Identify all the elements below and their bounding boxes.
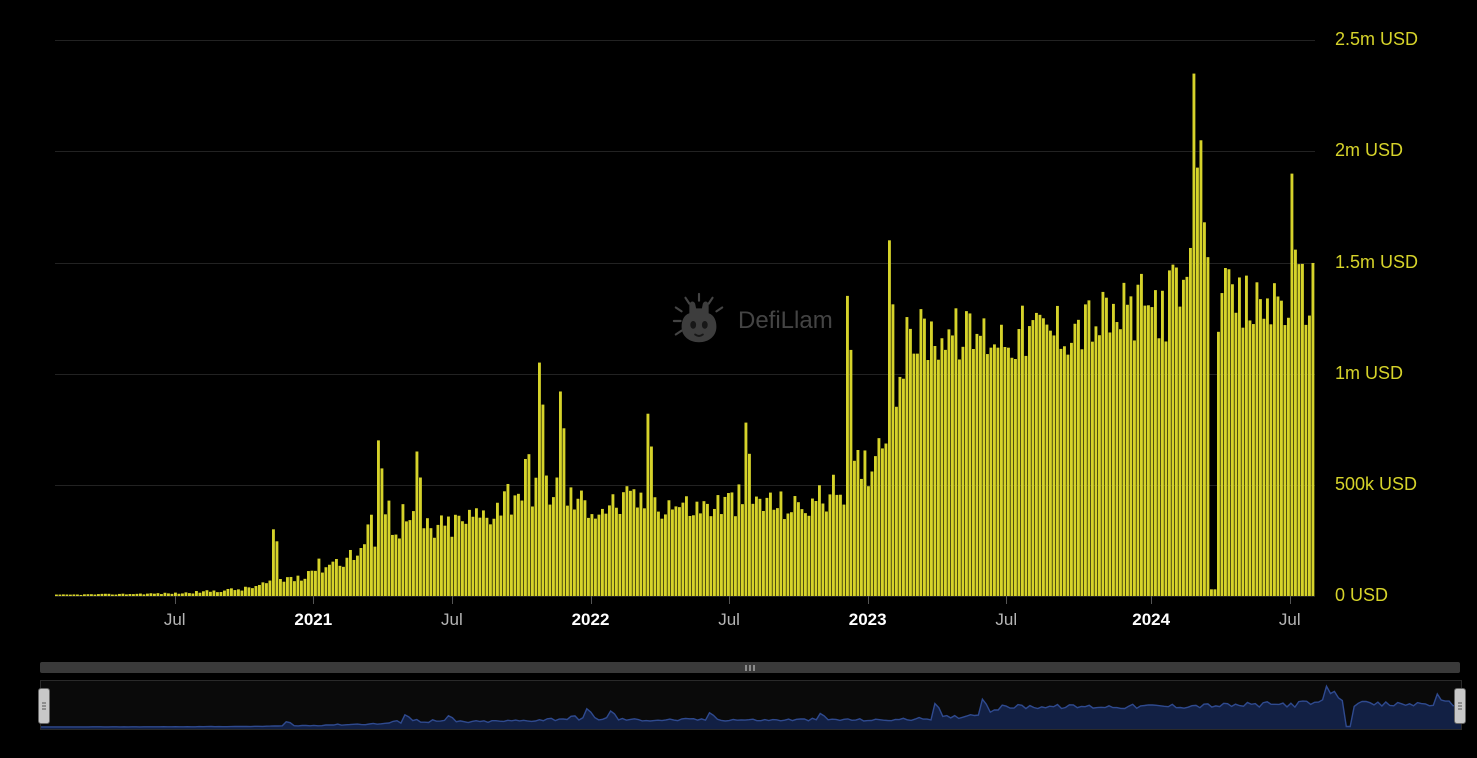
x-tick [591, 596, 592, 604]
x-tick [1006, 596, 1007, 604]
x-tick [313, 596, 314, 604]
x-axis-label: Jul [441, 610, 463, 630]
x-tick [452, 596, 453, 604]
y-axis-label: 2m USD [1335, 140, 1403, 161]
y-axis-label: 1m USD [1335, 363, 1403, 384]
brush-sparkline [41, 681, 1461, 729]
x-tick [729, 596, 730, 604]
horizontal-scrollbar[interactable] [40, 662, 1460, 673]
bars-layer [55, 18, 1315, 596]
time-range-brush[interactable] [40, 680, 1462, 730]
scrollbar-grip-icon [745, 665, 755, 671]
y-axis-label: 500k USD [1335, 474, 1417, 495]
y-axis-label: 2.5m USD [1335, 29, 1418, 50]
x-axis-label: Jul [995, 610, 1017, 630]
x-axis-label: 2023 [849, 610, 887, 630]
x-axis-label: 2022 [572, 610, 610, 630]
gridline [55, 596, 1315, 597]
y-axis-label: 1.5m USD [1335, 252, 1418, 273]
x-axis-label: 2024 [1132, 610, 1170, 630]
x-axis-label: Jul [1279, 610, 1301, 630]
x-axis-label: Jul [164, 610, 186, 630]
x-tick [868, 596, 869, 604]
main-chart[interactable]: 0 USD500k USD1m USD1.5m USD2m USD2.5m US… [55, 18, 1315, 596]
y-axis-label: 0 USD [1335, 585, 1388, 606]
brush-handle-right[interactable] [1454, 688, 1466, 724]
x-tick [1151, 596, 1152, 604]
x-axis-label: 2021 [294, 610, 332, 630]
brush-handle-left[interactable] [38, 688, 50, 724]
chart-container: 0 USD 500k USD 1m USD 1.5m USD 2m USD 2.5m US… [0, 0, 1477, 758]
x-axis-label: Jul [718, 610, 740, 630]
x-tick [1290, 596, 1291, 604]
x-tick [175, 596, 176, 604]
